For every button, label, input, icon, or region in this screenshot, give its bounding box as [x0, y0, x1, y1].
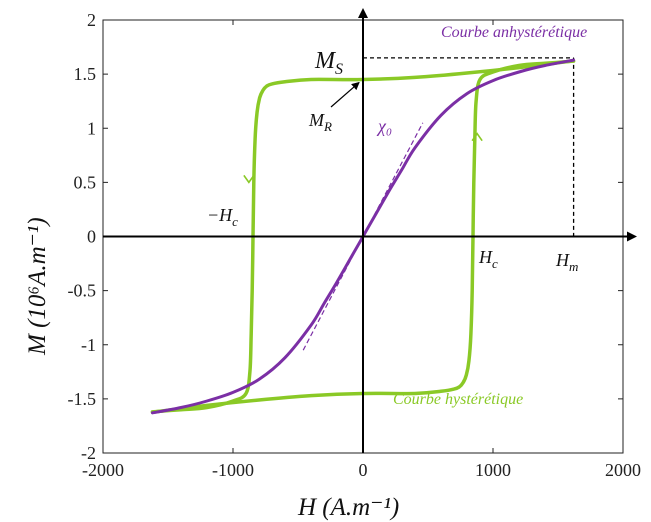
hm-label: Hm	[555, 250, 578, 274]
chi0-label: χ₀	[376, 116, 392, 136]
y-tick-label: 1	[87, 118, 96, 138]
axis-ticks	[102, 19, 624, 454]
x-axis-title: H (A.m⁻¹)	[297, 494, 399, 521]
y-axis-title: M (10⁶A.m⁻¹)	[24, 217, 51, 356]
minus-hc-label: −Hc	[207, 205, 238, 229]
hc-label: Hc	[478, 247, 498, 271]
y-tick-label: -2	[81, 443, 96, 463]
descending-direction-arrow-icon	[243, 174, 255, 184]
y-tick-label: -1	[81, 335, 96, 355]
x-tick-label: 2000	[605, 460, 641, 480]
x-tick-label: -1000	[212, 460, 254, 480]
hysteresis-branch-ascending	[150, 59, 573, 414]
y-tick-label: 0.5	[74, 172, 97, 192]
hysteresis-branch-descending	[153, 59, 576, 414]
x-tick-label: -2000	[82, 460, 124, 480]
anhysteretic-series-label: Courbe anhystérétique	[441, 24, 587, 41]
mr-pointer-arrow	[330, 81, 360, 108]
ascending-direction-arrow-icon	[471, 132, 483, 142]
x-tick-label: 1000	[475, 460, 511, 480]
ms-label: MS	[314, 48, 343, 78]
hysteretic-series-label: Courbe hystérétique	[393, 391, 523, 408]
x-tick-label: 0	[359, 460, 368, 480]
tick-labels: -2000 -1000 0 1000 2000 -2 -1.5 -1 -0.5 0 0.5 1 1.5 2	[68, 10, 642, 480]
y-tick-label: 1.5	[74, 64, 97, 84]
y-tick-label: -1.5	[68, 389, 97, 409]
y-tick-label: 0	[87, 227, 96, 247]
y-tick-label: -0.5	[68, 281, 97, 301]
mr-label: MR	[308, 110, 332, 134]
y-tick-label: 2	[87, 10, 96, 30]
